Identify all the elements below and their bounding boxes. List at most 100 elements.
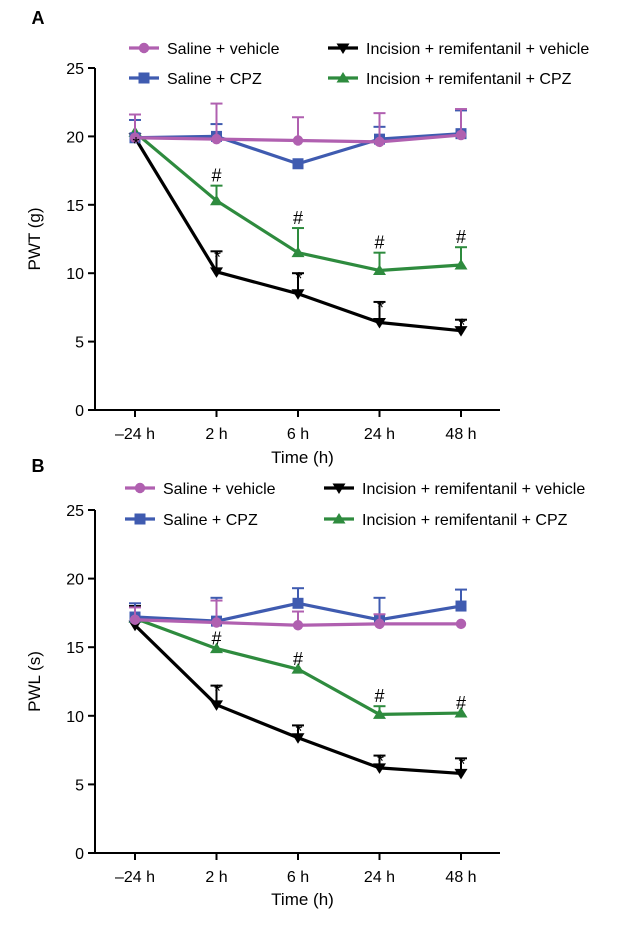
y-tick-label: 25 bbox=[66, 503, 84, 520]
x-tick-label: 24 h bbox=[364, 426, 395, 443]
data-point bbox=[455, 600, 467, 612]
x-tick-label: –24 h bbox=[115, 426, 155, 443]
series-2 bbox=[128, 605, 468, 780]
legend-item bbox=[125, 482, 155, 494]
significance-marker: # bbox=[456, 693, 466, 713]
data-point bbox=[291, 289, 305, 300]
data-point bbox=[291, 733, 305, 744]
data-point bbox=[291, 663, 305, 674]
x-axis-title: Time (h) bbox=[271, 890, 334, 909]
data-point bbox=[129, 132, 141, 143]
significance-marker: # bbox=[211, 166, 221, 186]
panel-letter: A bbox=[32, 8, 45, 28]
legend-label: Saline + vehicle bbox=[167, 41, 280, 58]
significance-marker: # bbox=[374, 686, 384, 706]
panel-letter: B bbox=[32, 456, 45, 476]
significance-marker: # bbox=[374, 233, 384, 253]
data-point bbox=[129, 614, 141, 625]
y-tick-label: 0 bbox=[75, 846, 84, 863]
text-layer: A 0 5 10 15 20 25 –24 h 2 h 6 h 24 h 48 h PWT (g) Tim… bbox=[25, 8, 589, 909]
y-tick-label: 5 bbox=[75, 777, 84, 794]
legend-marker bbox=[332, 483, 346, 494]
data-point bbox=[454, 326, 468, 337]
series-0 bbox=[129, 102, 467, 148]
y-tick-label: 20 bbox=[66, 129, 84, 146]
data-point bbox=[455, 129, 467, 141]
x-tick-label: 24 h bbox=[364, 869, 395, 886]
legend-marker bbox=[134, 482, 146, 494]
data-point bbox=[292, 135, 304, 146]
legend-item bbox=[328, 43, 358, 54]
significance-marker: * bbox=[458, 754, 465, 774]
y-axis-title: PWT (g) bbox=[25, 208, 44, 271]
significance-marker: # bbox=[293, 649, 303, 669]
significance-marker: # bbox=[456, 227, 466, 247]
data-point bbox=[210, 267, 223, 278]
series-0 bbox=[129, 599, 467, 631]
data-point bbox=[374, 136, 385, 148]
y-tick-label: 5 bbox=[75, 335, 84, 352]
data-point bbox=[374, 618, 385, 630]
significance-marker: # bbox=[211, 629, 221, 649]
legend-marker bbox=[138, 42, 150, 54]
x-tick-label: 6 h bbox=[287, 869, 309, 886]
y-tick-label: 15 bbox=[66, 198, 84, 215]
y-axis-title: PWL (s) bbox=[25, 651, 44, 712]
x-tick-label: –24 h bbox=[115, 869, 155, 886]
legend-label: Incision + remifentanil + vehicle bbox=[366, 41, 589, 58]
legend-item bbox=[129, 42, 159, 54]
legend-label: Incision + remifentanil + vehicle bbox=[362, 481, 585, 498]
significance-marker: * bbox=[214, 247, 221, 267]
legend-item bbox=[125, 513, 155, 525]
significance-marker: * bbox=[377, 298, 384, 318]
data-point bbox=[454, 768, 468, 780]
y-tick-label: 0 bbox=[75, 403, 84, 420]
significance-marker: * bbox=[458, 316, 465, 336]
significance-marker: * bbox=[295, 721, 302, 741]
significance-marker: * bbox=[377, 752, 384, 772]
x-tick-label: 6 h bbox=[287, 426, 309, 443]
y-tick-label: 20 bbox=[66, 572, 84, 589]
data-point bbox=[373, 708, 386, 719]
data-point bbox=[373, 264, 386, 275]
x-tick-label: 2 h bbox=[205, 869, 227, 886]
y-tick-label: 25 bbox=[66, 61, 84, 78]
significance-marker: * bbox=[132, 134, 139, 154]
data-point bbox=[210, 194, 223, 206]
significance-marker: * bbox=[295, 269, 302, 289]
y-tick-label: 10 bbox=[66, 266, 84, 283]
data-point bbox=[210, 642, 223, 654]
data-point bbox=[373, 763, 386, 774]
data-point bbox=[211, 133, 222, 145]
plot-layer bbox=[125, 42, 468, 780]
legend-marker bbox=[336, 43, 350, 54]
data-point bbox=[211, 617, 222, 628]
y-tick-label: 15 bbox=[66, 640, 84, 657]
data-point bbox=[292, 158, 304, 170]
y-tick-label: 10 bbox=[66, 709, 84, 726]
x-axis-title: Time (h) bbox=[271, 448, 334, 467]
legend-item bbox=[324, 483, 354, 494]
legend-label: Saline + CPZ bbox=[163, 512, 258, 529]
series-2 bbox=[128, 133, 468, 337]
legend-marker bbox=[134, 513, 146, 525]
legend-label: Saline + vehicle bbox=[163, 481, 276, 498]
legend-item bbox=[328, 72, 358, 83]
legend-item bbox=[129, 72, 159, 84]
legend-marker bbox=[332, 513, 346, 524]
x-tick-label: 48 h bbox=[445, 426, 476, 443]
series-line bbox=[133, 624, 462, 776]
x-tick-label: 48 h bbox=[445, 869, 476, 886]
x-tick-label: 2 h bbox=[205, 426, 227, 443]
significance-marker: * bbox=[214, 682, 221, 702]
legend-label: Incision + remifentanil + CPZ bbox=[366, 71, 572, 88]
data-point bbox=[210, 700, 223, 711]
significance-marker: # bbox=[293, 208, 303, 228]
data-point bbox=[291, 246, 305, 258]
data-point bbox=[454, 258, 468, 270]
series-3 bbox=[128, 126, 468, 275]
legend-label: Saline + CPZ bbox=[167, 71, 262, 88]
data-point bbox=[373, 317, 386, 329]
legend-marker bbox=[336, 72, 350, 83]
